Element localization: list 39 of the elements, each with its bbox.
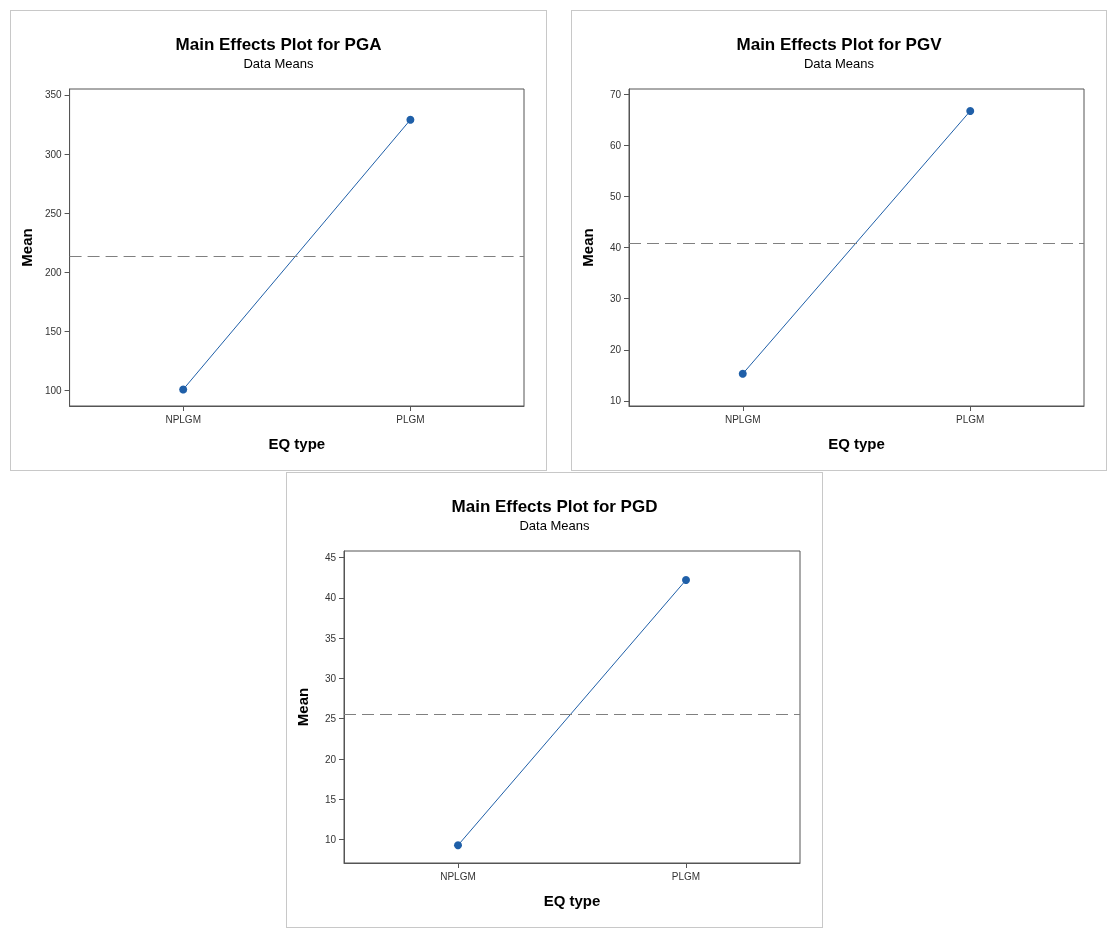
chart-title: Main Effects Plot for PGA xyxy=(175,35,382,54)
y-tick-label: 35 xyxy=(324,632,337,644)
y-tick-label: 200 xyxy=(44,266,63,278)
y-tick-label: 70 xyxy=(609,88,622,100)
y-tick-label: 40 xyxy=(609,242,622,253)
y-tick-label: 20 xyxy=(324,753,337,765)
y-tick-label: 10 xyxy=(324,834,337,846)
y-tick-label: 25 xyxy=(324,713,337,725)
chart-subtitle: Data Means xyxy=(803,56,875,71)
chart-title: Main Effects Plot for PGD xyxy=(451,497,658,516)
y-tick-label: 30 xyxy=(609,293,622,305)
y-tick-label: 30 xyxy=(324,672,337,684)
x-axis-title: EQ type xyxy=(828,435,885,452)
y-tick-label: 20 xyxy=(609,344,622,356)
x-tick-label: PLGM xyxy=(396,413,425,425)
y-tick-label: 350 xyxy=(44,89,63,101)
x-tick-label: NPLGM xyxy=(165,413,201,425)
y-tick-label: 40 xyxy=(324,592,337,604)
y-axis-title: Mean xyxy=(294,687,311,727)
y-tick-label: 45 xyxy=(324,551,337,563)
chart-subtitle: Data Means xyxy=(519,518,591,533)
y-axis-title: Mean xyxy=(579,228,596,267)
y-tick-label: 250 xyxy=(44,207,63,219)
x-axis-title: EQ type xyxy=(268,435,326,452)
y-tick-label: 150 xyxy=(44,325,63,337)
x-tick-label: NPLGM xyxy=(724,413,761,425)
x-tick-label: PLGM xyxy=(956,413,985,425)
y-tick-label: 50 xyxy=(609,190,622,202)
y-tick-label: 10 xyxy=(609,395,622,407)
y-axis-title: Mean xyxy=(18,228,35,267)
y-tick-label: 100 xyxy=(44,385,63,397)
x-tick-label: PLGM xyxy=(671,870,701,882)
y-tick-label: 60 xyxy=(609,139,622,151)
chart-subtitle: Data Means xyxy=(243,56,315,71)
y-tick-label: 15 xyxy=(324,793,337,805)
chart-title: Main Effects Plot for PGV xyxy=(736,35,943,54)
x-tick-label: NPLGM xyxy=(440,870,476,882)
y-tick-label: 300 xyxy=(44,148,63,160)
x-axis-title: EQ type xyxy=(543,892,601,909)
